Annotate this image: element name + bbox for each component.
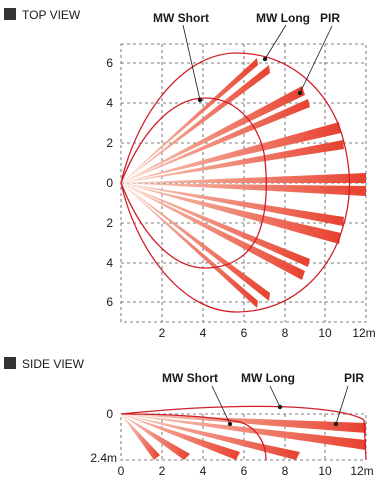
top-view-leaders [182, 24, 333, 103]
svg-text:2: 2 [159, 326, 166, 340]
pir-beam [121, 173, 366, 183]
svg-text:0: 0 [106, 407, 113, 421]
pir-beam [121, 183, 258, 308]
pir-beam [121, 140, 344, 183]
pir-beam [121, 86, 305, 183]
side-view-mw-short-outline [120, 413, 267, 461]
top-view-mw-long-label: MW Long [256, 11, 310, 25]
side-view-mw-long-label: MW Long [241, 371, 295, 385]
side-view-x-axis: 0 2 4 6 8 10 12m [118, 464, 374, 478]
svg-text:12m: 12m [352, 326, 375, 340]
svg-text:0: 0 [106, 176, 113, 190]
pir-beam [121, 183, 270, 301]
top-view-mw-short-label: MW Short [153, 11, 209, 25]
top-view-x-axis: 2 4 6 8 10 12m [159, 326, 376, 340]
side-view-y-axis: 0 2.4m [90, 407, 117, 465]
pir-beam [121, 414, 160, 460]
top-view-y-axis: 6 4 2 0 2 4 6 [106, 56, 113, 309]
pir-beam [121, 99, 310, 183]
top-view-title: TOP VIEW [22, 8, 81, 22]
svg-text:4: 4 [106, 256, 113, 270]
side-view-mw-short-label: MW Short [162, 371, 218, 385]
pir-beam [121, 183, 366, 196]
side-view-pir-label: PIR [344, 371, 364, 385]
side-view-pir-beams [121, 414, 366, 460]
pir-beam [121, 183, 341, 244]
svg-text:12m: 12m [350, 464, 373, 478]
pir-beam [121, 414, 366, 450]
pir-beam [121, 122, 341, 183]
svg-text:0: 0 [118, 464, 125, 478]
svg-text:6: 6 [241, 326, 248, 340]
top-view-square-icon [4, 8, 16, 20]
svg-text:6: 6 [241, 464, 248, 478]
svg-text:8: 8 [282, 464, 289, 478]
pir-beam [121, 65, 270, 183]
svg-text:10: 10 [318, 464, 332, 478]
top-view-pir-label: PIR [320, 11, 340, 25]
side-view-title: SIDE VIEW [22, 357, 85, 371]
pir-beam [121, 58, 258, 183]
svg-text:4: 4 [106, 96, 113, 110]
pir-beam [121, 414, 240, 460]
svg-text:2.4m: 2.4m [90, 451, 117, 465]
pir-beam [121, 183, 310, 267]
side-view-leaders [211, 385, 349, 427]
top-view-mw-long-outline [120, 52, 351, 313]
svg-text:2: 2 [159, 464, 166, 478]
pir-beam [121, 414, 300, 460]
svg-text:6: 6 [106, 56, 113, 70]
svg-text:6: 6 [106, 295, 113, 309]
svg-text:8: 8 [282, 326, 289, 340]
top-view-pir-beams [121, 58, 366, 308]
svg-text:4: 4 [200, 326, 207, 340]
pir-beam [121, 414, 190, 460]
side-view-square-icon [4, 357, 16, 369]
svg-text:2: 2 [106, 136, 113, 150]
pir-beam [121, 183, 344, 226]
top-view-mw-short-outline [120, 97, 267, 269]
svg-text:4: 4 [200, 464, 207, 478]
svg-text:10: 10 [318, 326, 332, 340]
pir-beam [121, 183, 305, 280]
svg-text:2: 2 [106, 216, 113, 230]
